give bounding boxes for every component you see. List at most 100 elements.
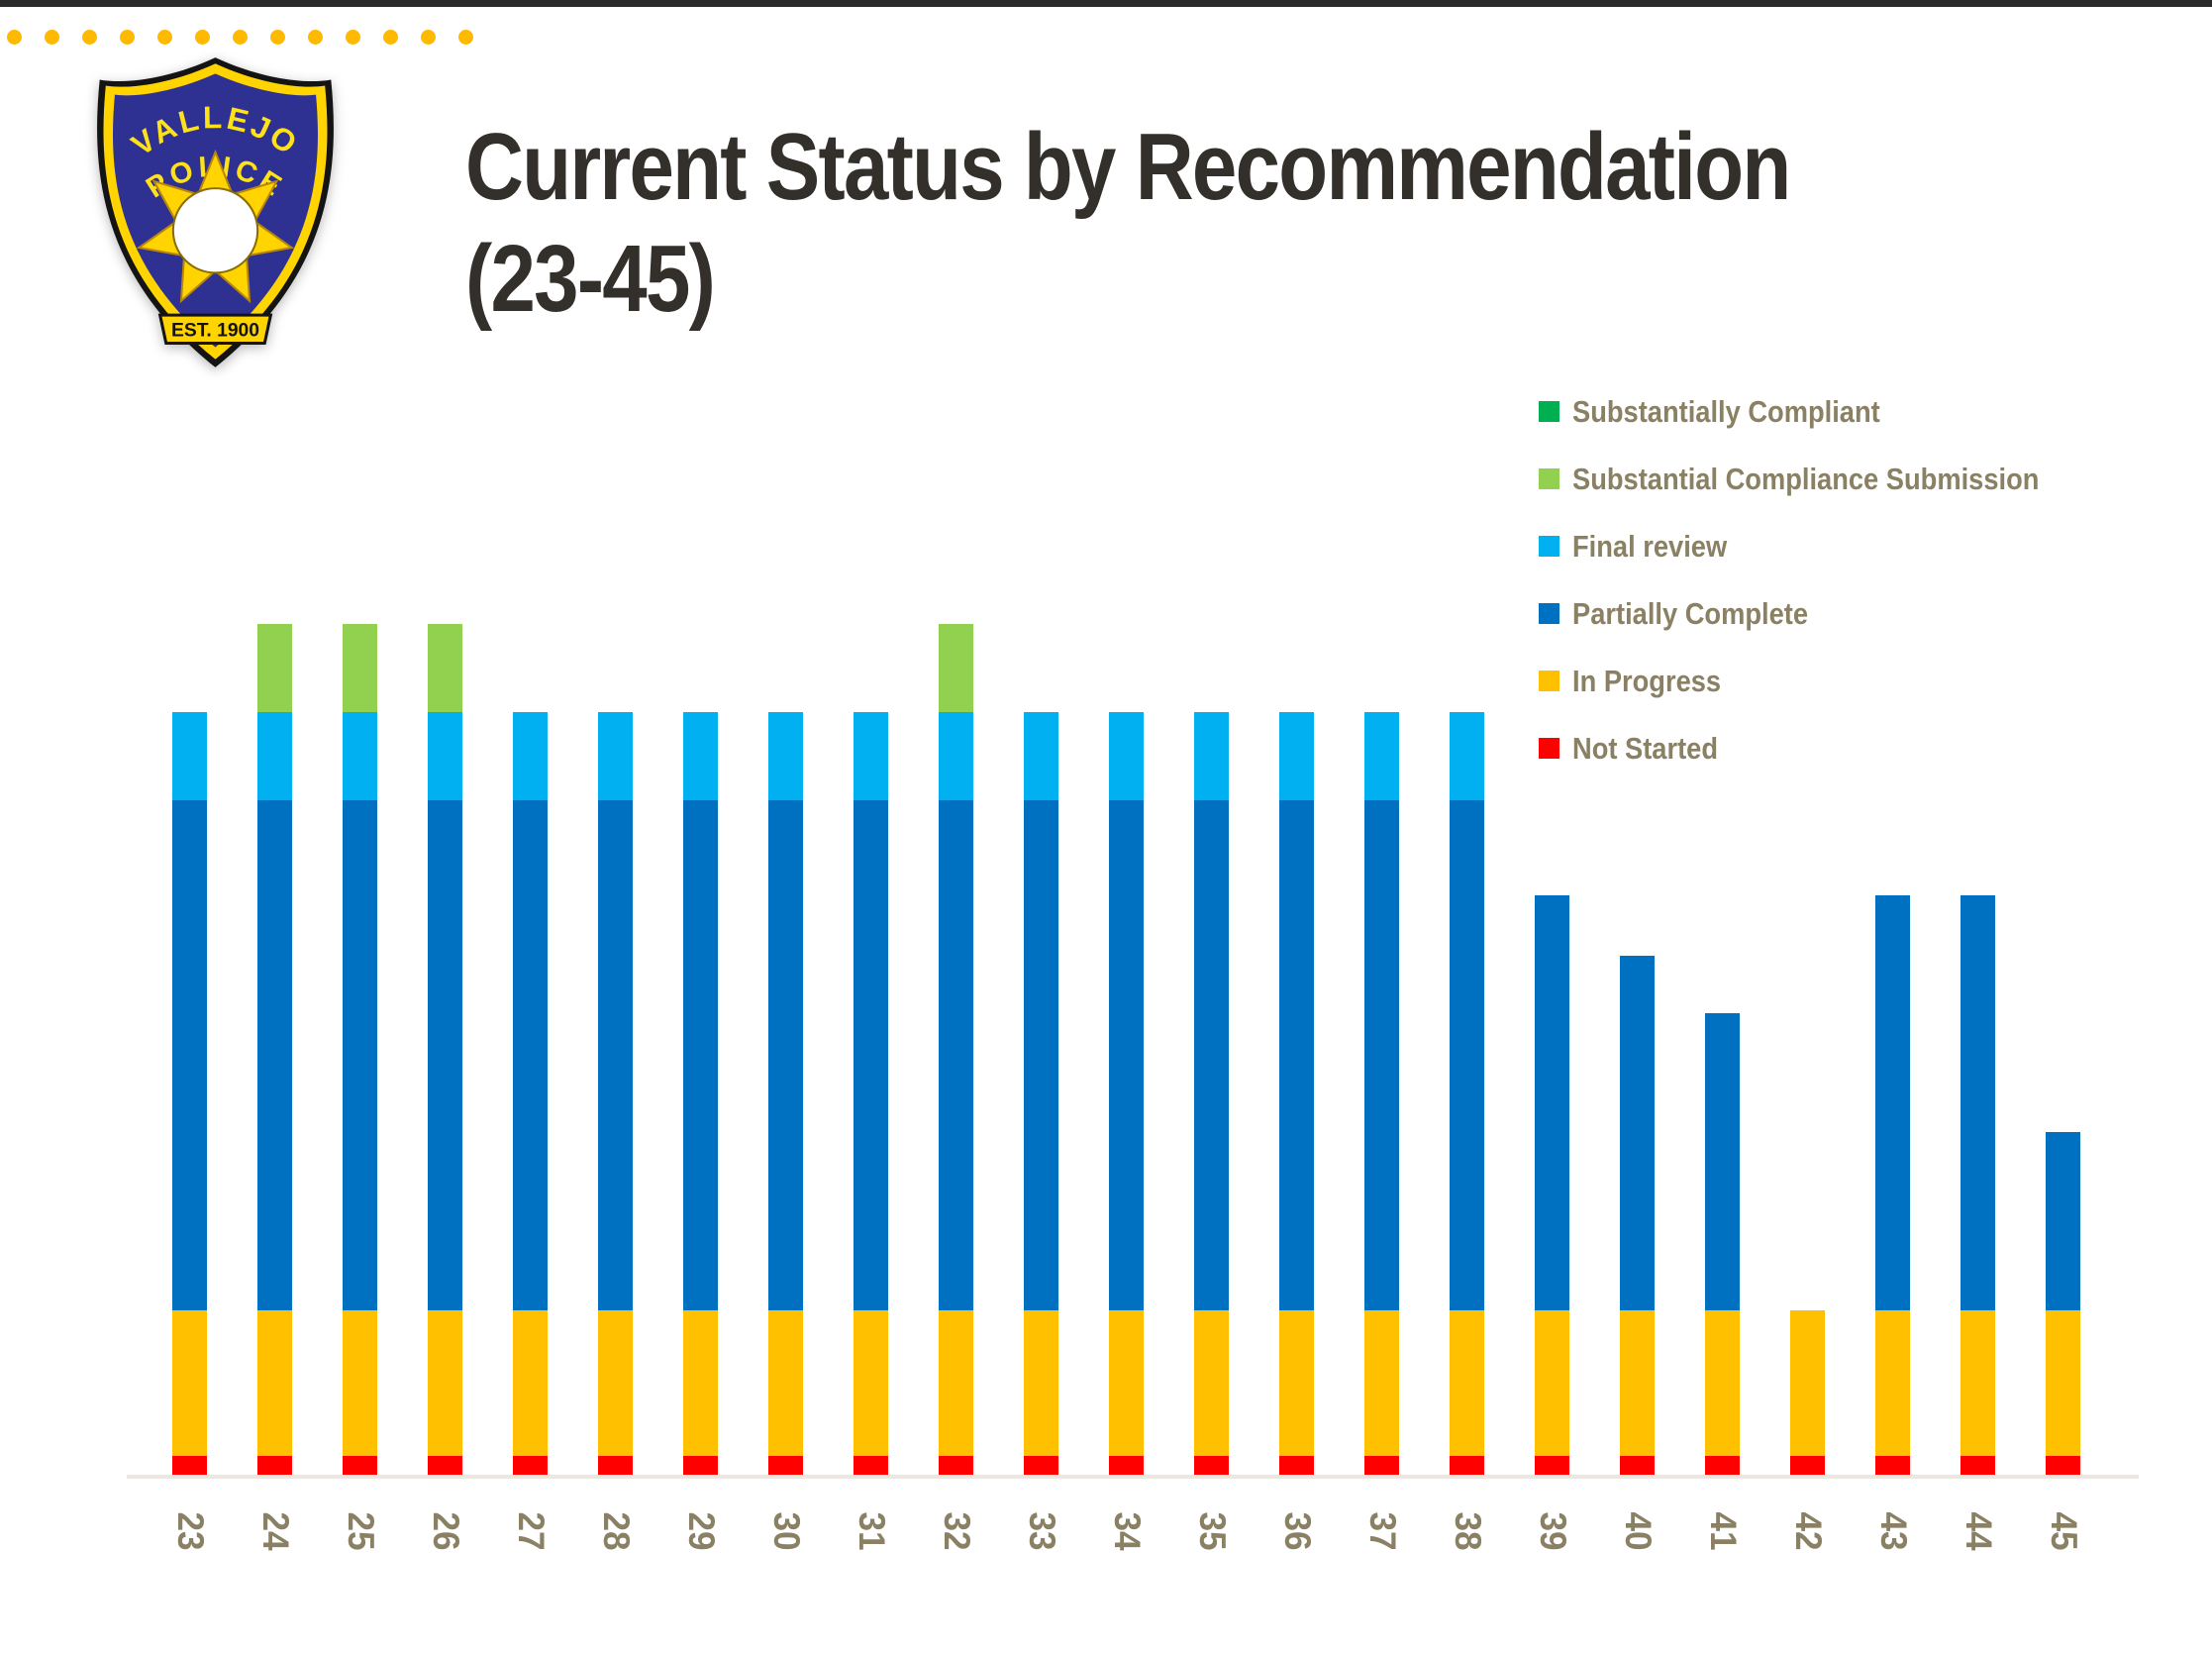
bar-segment: [1024, 712, 1058, 800]
x-axis-label: 43: [1872, 1511, 1914, 1551]
bar-segment: [598, 799, 633, 1311]
x-axis-label: 37: [1361, 1511, 1403, 1551]
bar-segment: [1790, 1310, 1825, 1456]
bar-segment: [1279, 799, 1314, 1311]
badge-ribbon: [157, 313, 273, 346]
bar-segment: [1535, 1455, 1569, 1475]
x-axis-label: 28: [595, 1511, 637, 1551]
decorative-dots-row: [7, 30, 473, 46]
bar-segment: [939, 1310, 973, 1456]
bar-segment: [172, 712, 207, 800]
bar-segment: [1109, 1310, 1144, 1456]
bar-segment: [1535, 894, 1569, 1311]
bar-segment: [1109, 712, 1144, 800]
bar-segment: [598, 712, 633, 800]
bar-segment: [2046, 1131, 2080, 1311]
bar-segment: [768, 712, 803, 800]
bar-segment: [683, 1455, 718, 1475]
gold-dot-icon: [421, 30, 436, 45]
bar-segment: [1875, 1310, 1910, 1456]
bar-segment: [1620, 1455, 1655, 1475]
bar-segment: [683, 712, 718, 800]
bar-segment: [2046, 1310, 2080, 1456]
bar-segment: [1450, 1310, 1484, 1456]
x-axis-label: 29: [680, 1511, 722, 1551]
x-axis-label: 39: [1532, 1511, 1573, 1551]
bar-segment: [343, 1310, 377, 1456]
x-axis-label: 44: [1958, 1511, 1999, 1551]
bar-segment: [854, 799, 888, 1311]
x-axis-label: 32: [936, 1511, 977, 1551]
bar-segment: [172, 1455, 207, 1475]
x-axis-label: 38: [1447, 1511, 1488, 1551]
x-axis-label: 42: [1787, 1511, 1829, 1551]
bar-segment: [1109, 1455, 1144, 1475]
bar-segment: [428, 712, 462, 800]
bar-segment: [1961, 1310, 1995, 1456]
top-accent-bar: [0, 0, 2212, 7]
x-axis-label: 27: [510, 1511, 552, 1551]
bar-segment: [1705, 1013, 1740, 1311]
legend-swatch-icon: [1539, 671, 1559, 691]
x-axis-label: 45: [2043, 1511, 2084, 1551]
bar-segment: [854, 1455, 888, 1475]
gold-dot-icon: [195, 30, 210, 45]
bar-segment: [939, 1455, 973, 1475]
x-axis-label: 25: [340, 1511, 381, 1551]
x-axis-label: 36: [1276, 1511, 1318, 1551]
x-axis-label: 24: [254, 1511, 296, 1551]
x-axis-line: [127, 1475, 2139, 1479]
bar-segment: [1194, 712, 1229, 800]
x-axis-label: 26: [425, 1511, 466, 1551]
bar-segment: [1790, 1455, 1825, 1475]
badge-seal: [171, 187, 259, 274]
page-title: Current Status by Recommendation (23-45): [465, 111, 2024, 335]
bar-segment: [172, 799, 207, 1311]
bar-segment: [854, 712, 888, 800]
bar-segment: [257, 624, 292, 712]
bar-segment: [428, 1455, 462, 1475]
bar-segment: [343, 1455, 377, 1475]
bar-segment: [513, 712, 548, 800]
gold-dot-icon: [308, 30, 323, 45]
bar-segment: [598, 1310, 633, 1456]
bar-segment: [1194, 799, 1229, 1311]
bar-segment: [513, 1310, 548, 1456]
x-axis-label: 40: [1617, 1511, 1659, 1551]
police-badge-icon: VALLEJO POLICE EST. 1900: [97, 57, 334, 367]
bar-segment: [939, 799, 973, 1311]
gold-dot-icon: [346, 30, 360, 45]
x-axis-label: 34: [1106, 1511, 1148, 1551]
bar-segment: [428, 624, 462, 712]
legend-label: Substantial Compliance Submission: [1572, 461, 2040, 496]
bar-segment: [1109, 799, 1144, 1311]
bar-segment: [428, 799, 462, 1311]
x-axis-label: 31: [851, 1511, 892, 1551]
bar-segment: [1279, 1310, 1314, 1456]
chart-legend: Substantially Compliant Substantial Compl…: [1539, 393, 2103, 766]
legend-label: Final review: [1572, 528, 1728, 564]
bar-segment: [1279, 712, 1314, 800]
bar-segment: [513, 799, 548, 1311]
gold-dot-icon: [458, 30, 473, 45]
legend-label: Partially Complete: [1572, 595, 1809, 631]
bar-segment: [1364, 712, 1399, 800]
gold-dot-icon: [233, 30, 248, 45]
legend-swatch-icon: [1539, 468, 1559, 489]
bar-segment: [257, 1310, 292, 1456]
bar-segment: [768, 1310, 803, 1456]
bar-segment: [172, 1310, 207, 1456]
x-axis-label: 35: [1191, 1511, 1233, 1551]
bar-segment: [1194, 1455, 1229, 1475]
legend-swatch-icon: [1539, 738, 1559, 759]
gold-dot-icon: [7, 30, 22, 45]
legend-label: Substantially Compliant: [1572, 393, 1880, 429]
bar-segment: [1705, 1455, 1740, 1475]
bar-segment: [257, 1455, 292, 1475]
gold-dot-icon: [383, 30, 398, 45]
bar-segment: [683, 1310, 718, 1456]
bar-segment: [1705, 1310, 1740, 1456]
bar-segment: [1620, 956, 1655, 1311]
legend-swatch-icon: [1539, 401, 1559, 422]
bar-segment: [1961, 1455, 1995, 1475]
